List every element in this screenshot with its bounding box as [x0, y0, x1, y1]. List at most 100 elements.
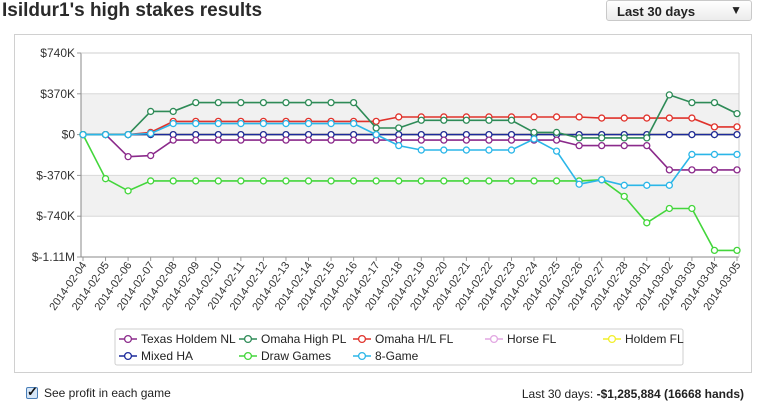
data-point	[530, 177, 538, 185]
summary-prefix: Last 30 days:	[521, 387, 597, 401]
data-point	[304, 136, 313, 144]
data-point	[643, 219, 651, 227]
data-point	[462, 136, 471, 144]
legend-label: Omaha High PL	[261, 332, 347, 346]
data-point	[282, 119, 290, 128]
data-point	[192, 119, 200, 128]
legend-label: Texas Holdem NL	[141, 332, 236, 346]
data-point	[688, 204, 696, 213]
checkbox-checked-icon[interactable]: ✓	[26, 384, 38, 399]
data-point	[485, 136, 493, 144]
data-point	[282, 98, 290, 107]
legend-marker	[243, 351, 253, 361]
data-point	[688, 150, 696, 159]
data-point	[417, 116, 425, 124]
data-point	[440, 146, 448, 154]
data-point	[395, 177, 403, 185]
data-point	[214, 177, 222, 185]
chart-band	[81, 134, 739, 176]
see-profit-label: See profit in each game	[44, 386, 171, 400]
data-point	[688, 130, 696, 139]
see-profit-checkbox[interactable]: ✓ See profit in each game	[26, 384, 171, 400]
data-point	[507, 146, 516, 154]
data-point	[733, 150, 741, 159]
data-point	[214, 119, 222, 128]
data-point	[372, 117, 380, 126]
data-point	[485, 177, 493, 185]
series-line	[83, 93, 738, 139]
data-point	[462, 116, 471, 124]
data-point	[147, 177, 155, 185]
data-point	[620, 141, 628, 150]
data-point	[124, 153, 132, 161]
chart-band	[81, 93, 739, 135]
data-point	[327, 98, 335, 107]
data-point	[304, 119, 313, 128]
data-point	[259, 177, 268, 185]
series-line	[83, 133, 737, 171]
data-point	[530, 135, 538, 143]
data-point	[620, 181, 628, 189]
data-point	[214, 136, 222, 144]
data-point	[485, 116, 493, 124]
data-point	[327, 119, 335, 128]
data-point	[575, 113, 583, 121]
data-point	[688, 166, 696, 174]
data-point	[733, 166, 741, 174]
time-range-select[interactable]: Last 30 days ▼	[606, 0, 752, 21]
legend-label: 8-Game	[375, 349, 419, 363]
data-point	[733, 123, 741, 131]
data-point	[440, 136, 448, 144]
legend-marker	[243, 334, 253, 344]
series-line	[83, 122, 737, 187]
data-point	[101, 175, 110, 183]
chart-frame: $740K $370K $0 $-370K $-740K $-1.11M 2014-02-0…	[14, 34, 752, 373]
data-point	[124, 187, 132, 195]
data-point	[733, 109, 741, 118]
y-tick-label: $370K	[40, 87, 75, 101]
legend-marker	[357, 334, 367, 344]
time-range-value: Last 30 days	[617, 4, 696, 19]
data-point	[169, 136, 177, 144]
page-title: Isildur1's high stakes results	[2, 0, 263, 21]
data-point	[598, 176, 606, 184]
y-tick-label: $-370K	[36, 168, 75, 182]
data-point	[733, 246, 741, 255]
data-point	[440, 177, 448, 185]
data-point	[710, 166, 719, 174]
data-point	[665, 204, 673, 213]
legend-label: Draw Games	[261, 349, 331, 363]
data-point	[733, 130, 741, 139]
data-point	[372, 130, 380, 139]
legend-marker	[123, 334, 133, 344]
data-point	[552, 147, 561, 155]
data-point	[169, 177, 177, 185]
data-point	[169, 107, 177, 116]
data-point	[304, 177, 313, 185]
data-point	[79, 130, 87, 139]
data-point	[710, 123, 719, 131]
data-point	[552, 113, 561, 121]
data-point	[507, 136, 516, 144]
data-point	[643, 114, 651, 122]
series-line	[83, 116, 737, 136]
data-point	[192, 136, 200, 144]
data-point	[552, 136, 561, 144]
data-point	[259, 119, 268, 128]
results-summary: Last 30 days: -$1,285,884 (16668 hands)	[522, 387, 744, 401]
legend-marker	[357, 351, 367, 361]
data-point	[620, 134, 628, 142]
data-point	[710, 150, 719, 159]
data-point	[462, 146, 471, 154]
chart-band	[81, 175, 739, 217]
data-point	[372, 177, 380, 185]
data-point	[417, 146, 425, 154]
data-point	[124, 130, 132, 139]
data-point	[620, 114, 628, 122]
dropdown-arrow-icon: ▼	[730, 3, 742, 17]
data-point	[440, 116, 448, 124]
data-point	[665, 91, 673, 99]
data-point	[530, 113, 538, 121]
data-point	[598, 141, 606, 150]
data-point	[665, 114, 673, 122]
